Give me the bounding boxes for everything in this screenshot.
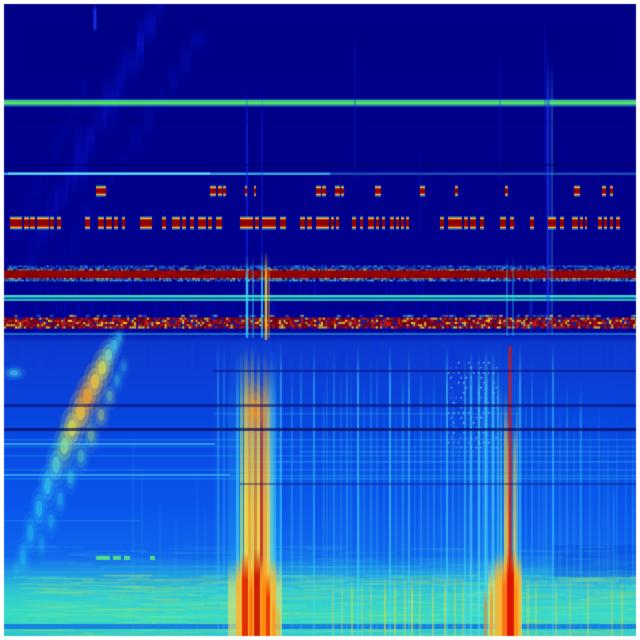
spectrogram-figure bbox=[0, 0, 640, 640]
spectrogram-canvas bbox=[0, 0, 640, 640]
